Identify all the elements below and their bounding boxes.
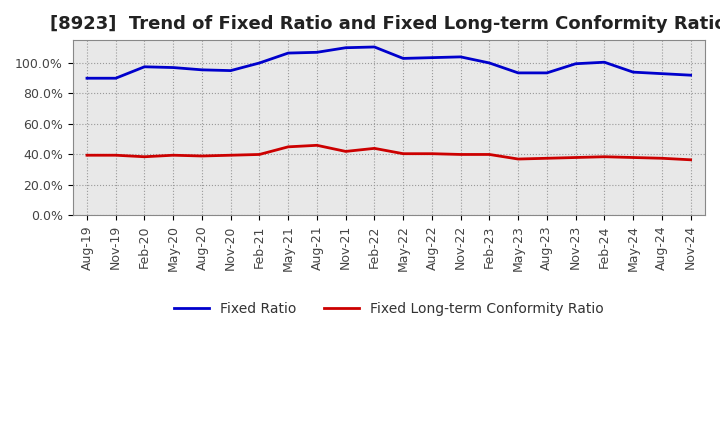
Fixed Long-term Conformity Ratio bbox=[255, 152, 264, 157]
Fixed Ratio bbox=[255, 60, 264, 66]
Fixed Long-term Conformity Ratio bbox=[83, 153, 91, 158]
Fixed Long-term Conformity Ratio bbox=[657, 156, 666, 161]
Fixed Ratio bbox=[83, 76, 91, 81]
Fixed Ratio bbox=[686, 73, 695, 78]
Title: [8923]  Trend of Fixed Ratio and Fixed Long-term Conformity Ratio: [8923] Trend of Fixed Ratio and Fixed Lo… bbox=[50, 15, 720, 33]
Legend: Fixed Ratio, Fixed Long-term Conformity Ratio: Fixed Ratio, Fixed Long-term Conformity … bbox=[168, 296, 609, 321]
Fixed Long-term Conformity Ratio bbox=[485, 152, 494, 157]
Fixed Ratio bbox=[370, 44, 379, 50]
Line: Fixed Ratio: Fixed Ratio bbox=[87, 47, 690, 78]
Fixed Long-term Conformity Ratio bbox=[629, 155, 637, 160]
Fixed Long-term Conformity Ratio bbox=[312, 143, 321, 148]
Fixed Ratio bbox=[341, 45, 350, 50]
Fixed Long-term Conformity Ratio bbox=[197, 154, 206, 159]
Fixed Long-term Conformity Ratio bbox=[370, 146, 379, 151]
Fixed Ratio bbox=[284, 51, 292, 56]
Line: Fixed Long-term Conformity Ratio: Fixed Long-term Conformity Ratio bbox=[87, 145, 690, 160]
Fixed Ratio bbox=[572, 61, 580, 66]
Fixed Long-term Conformity Ratio bbox=[284, 144, 292, 150]
Fixed Ratio bbox=[226, 68, 235, 73]
Fixed Long-term Conformity Ratio bbox=[169, 153, 178, 158]
Fixed Ratio bbox=[543, 70, 552, 76]
Fixed Ratio bbox=[112, 76, 120, 81]
Fixed Long-term Conformity Ratio bbox=[686, 157, 695, 162]
Fixed Ratio bbox=[312, 50, 321, 55]
Fixed Ratio bbox=[169, 65, 178, 70]
Fixed Ratio bbox=[514, 70, 523, 76]
Fixed Long-term Conformity Ratio bbox=[572, 155, 580, 160]
Fixed Ratio bbox=[428, 55, 436, 60]
Fixed Long-term Conformity Ratio bbox=[428, 151, 436, 156]
Fixed Long-term Conformity Ratio bbox=[399, 151, 408, 156]
Fixed Long-term Conformity Ratio bbox=[514, 156, 523, 161]
Fixed Ratio bbox=[399, 56, 408, 61]
Fixed Ratio bbox=[600, 59, 608, 65]
Fixed Long-term Conformity Ratio bbox=[140, 154, 149, 159]
Fixed Ratio bbox=[629, 70, 637, 75]
Fixed Long-term Conformity Ratio bbox=[543, 156, 552, 161]
Fixed Ratio bbox=[485, 60, 494, 66]
Fixed Ratio bbox=[140, 64, 149, 70]
Fixed Long-term Conformity Ratio bbox=[112, 153, 120, 158]
Fixed Ratio bbox=[197, 67, 206, 73]
Fixed Ratio bbox=[657, 71, 666, 76]
Fixed Long-term Conformity Ratio bbox=[341, 149, 350, 154]
Fixed Long-term Conformity Ratio bbox=[226, 153, 235, 158]
Fixed Long-term Conformity Ratio bbox=[600, 154, 608, 159]
Fixed Long-term Conformity Ratio bbox=[456, 152, 465, 157]
Fixed Ratio bbox=[456, 54, 465, 59]
